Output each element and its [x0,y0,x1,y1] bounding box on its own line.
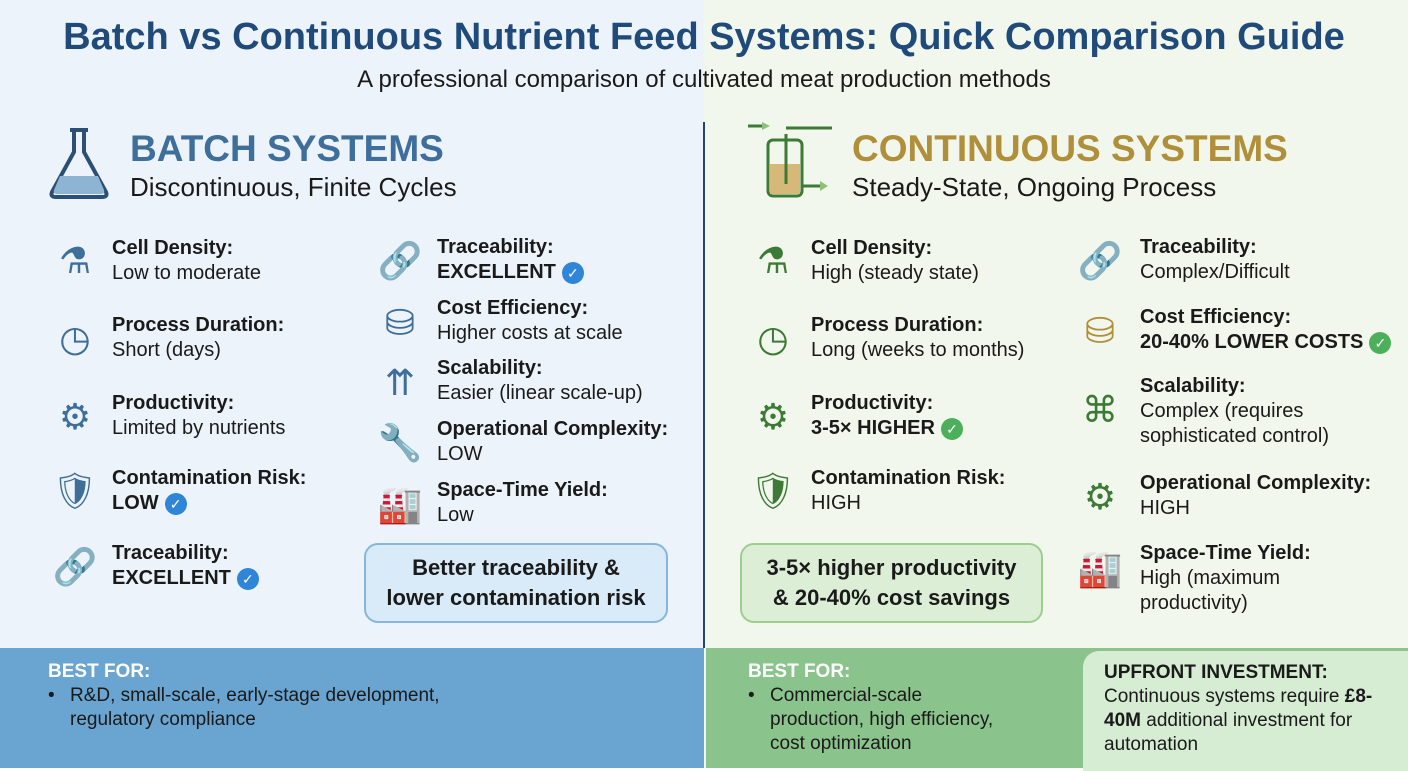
continuous-cell-density: Cell Density: High (steady state) [811,237,979,284]
gears-icon: ⚙ [1083,476,1117,517]
continuous-subheading: Steady-State, Ongoing Process [852,172,1217,202]
continuous-contamination-risk: Contamination Risk: HIGH [811,467,1006,514]
batch-space-time-yield: Space-Time Yield: Low [437,479,608,526]
continuous-cost-efficiency: Cost Efficiency: 20-40% LOWER COSTS ✓ [1140,305,1392,355]
batch-traceability-2: Traceability: EXCELLENT ✓ [437,235,584,285]
batch-traceability: Traceability: EXCELLENT ✓ [112,541,259,591]
shield-check-icon: 🛡 [52,470,98,511]
batch-operational-complexity: Operational Complexity: LOW [437,418,669,465]
shield-alert-icon: 🛡 [750,470,796,511]
batch-cell-density: Cell Density: Low to moderate [112,237,261,284]
continuous-best-for: BEST FOR: • Commercial-scale production, … [748,661,994,754]
coins-down-icon: ⛁ [1084,310,1116,351]
page-subtitle: A professional comparison of cultivated … [357,66,1051,93]
factory-icon: 🏭 [377,484,423,525]
investment-text: UPFRONT INVESTMENT: Continuous systems r… [1104,662,1373,755]
batch-cost-efficiency: Cost Efficiency: Higher costs at scale [437,297,623,344]
factory-icon: 🏭 [1077,548,1123,589]
continuous-operational-complexity: Operational Complexity: HIGH [1140,472,1372,519]
gear-down-icon: ⚙ [58,396,92,437]
wrench-icon: 🔧 [377,422,423,463]
clock-icon: ◷ [757,318,789,359]
batch-productivity: Productivity: Limited by nutrients [112,392,286,439]
broken-chain-icon: 🔗 [1077,240,1123,281]
flask-icon [46,126,112,200]
bioreactor-icon [746,120,836,200]
clock-icon: ◷ [59,318,91,359]
batch-callout: Better traceability & lower contaminatio… [364,543,668,623]
continuous-productivity: Productivity: 3-5× HIGHER ✓ [811,391,963,441]
gear-up-icon: ⚙ [756,396,790,437]
batch-heading: BATCH SYSTEMS [130,128,444,169]
continuous-heading: CONTINUOUS SYSTEMS [852,128,1288,169]
continuous-process-duration: Process Duration: Long (weeks to months) [811,314,1025,361]
network-icon: ⌘ [1082,389,1118,430]
flask-icon: ⚗ [58,240,92,281]
chain-link-icon: 🔗 [377,240,423,281]
batch-best-for-band [0,648,704,768]
check-icon: ✓ [164,492,187,515]
batch-best-for: BEST FOR: • R&D, small-scale, early-stage… [48,661,440,730]
batch-contamination-risk: Contamination Risk: LOW ✓ [112,467,307,515]
batch-panel [0,0,704,768]
batch-scalability: Scalability: Easier (linear scale-up) [437,357,643,404]
continuous-scalability: Scalability: Complex (requires sophistica… [1140,375,1329,447]
check-icon: ✓ [561,261,584,284]
check-icon: ✓ [236,567,259,590]
bar-arrows-icon: ⇈ [384,362,416,403]
check-icon: ✓ [1369,331,1392,354]
continuous-callout: 3-5× higher productivity & 20-40% cost s… [740,543,1043,623]
divider [703,122,705,648]
batch-subheading: Discontinuous, Finite Cycles [130,172,457,202]
continuous-space-time-yield: Space-Time Yield: High (maximum productiv… [1140,542,1311,614]
continuous-traceability: Traceability: Complex/Difficult [1140,236,1290,283]
chain-link-icon: 🔗 [52,546,98,587]
check-icon: ✓ [940,417,963,440]
page-title: Batch vs Continuous Nutrient Feed System… [63,16,1345,58]
investment-box [1083,651,1408,771]
flask-icon: ⚗ [756,240,790,281]
coins-up-icon: ⛁ [384,302,416,343]
batch-process-duration: Process Duration: Short (days) [112,314,285,361]
